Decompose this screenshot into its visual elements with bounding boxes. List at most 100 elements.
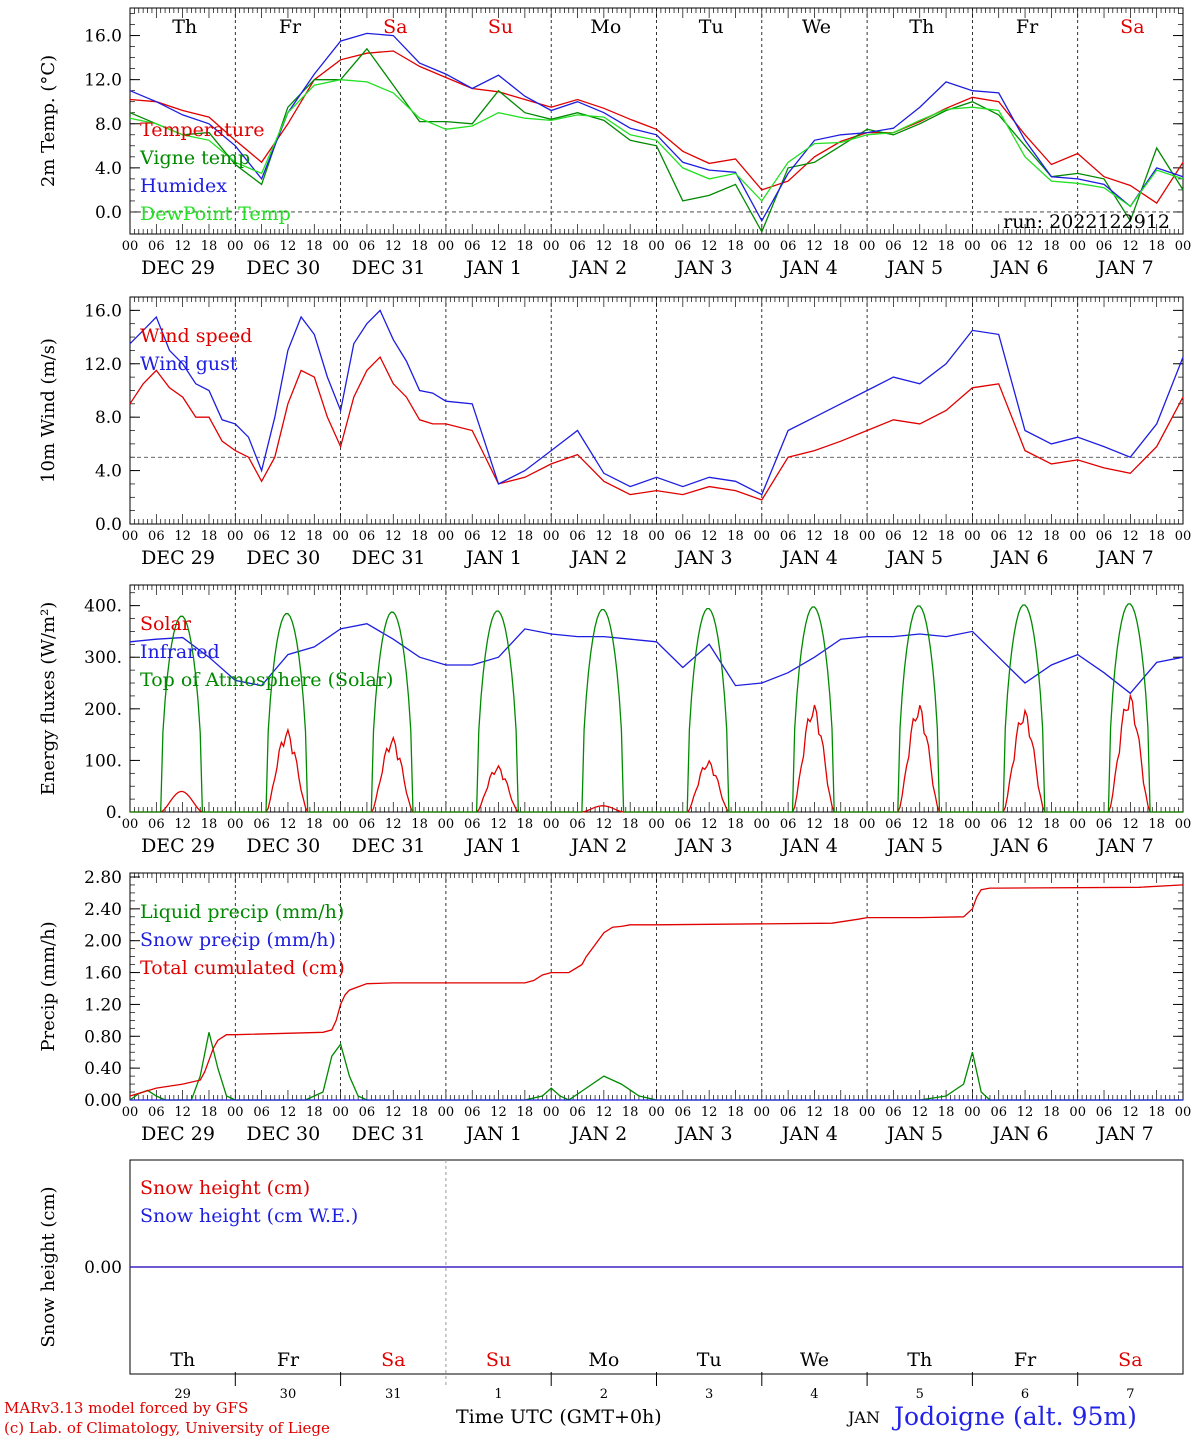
weekday-label: Fr bbox=[1016, 16, 1039, 38]
hour-label: 00 bbox=[227, 239, 244, 254]
series-line-infrared bbox=[129, 623, 1184, 695]
hour-label: 18 bbox=[833, 529, 850, 544]
y-tick-label: 400. bbox=[84, 597, 122, 617]
date-label: JAN 7 bbox=[1096, 835, 1154, 857]
hour-label: 00 bbox=[964, 529, 981, 544]
hour-label: 06 bbox=[675, 1105, 692, 1120]
weekday-label: Sa bbox=[1118, 1349, 1142, 1371]
hour-label: 06 bbox=[253, 817, 270, 832]
y-tick-label: 2.00 bbox=[84, 932, 122, 952]
legend-entry: Snow height (cm) bbox=[140, 1177, 310, 1199]
legend-entry: Vigne temp bbox=[139, 147, 250, 169]
hour-label: 12 bbox=[701, 817, 718, 832]
hour-label: 12 bbox=[911, 1105, 928, 1120]
hour-label: 00 bbox=[1175, 239, 1192, 254]
weekday-label: Th bbox=[170, 1349, 195, 1371]
y-tick-label: 0.00 bbox=[84, 1091, 122, 1111]
hour-label: 18 bbox=[306, 529, 323, 544]
hour-label: 12 bbox=[1122, 239, 1139, 254]
hour-label: 00 bbox=[964, 817, 981, 832]
y-tick-label: 2.40 bbox=[84, 900, 122, 920]
weekday-label: Su bbox=[486, 1349, 511, 1371]
weekday-label: Th bbox=[909, 16, 934, 38]
date-label: JAN 6 bbox=[990, 257, 1048, 279]
y-tick-label: 0. bbox=[106, 803, 122, 823]
hour-label: 18 bbox=[727, 529, 744, 544]
day-number: 30 bbox=[280, 1387, 297, 1402]
hour-label: 00 bbox=[438, 1105, 455, 1120]
hour-label: 06 bbox=[675, 817, 692, 832]
series-line-humidex bbox=[129, 32, 1184, 223]
hour-label: 12 bbox=[385, 529, 402, 544]
date-label: JAN 2 bbox=[569, 547, 627, 569]
date-label: JAN 7 bbox=[1096, 547, 1154, 569]
weekday-label: Sa bbox=[1120, 16, 1144, 38]
hour-label: 00 bbox=[438, 529, 455, 544]
y-tick-label: 300. bbox=[84, 648, 122, 668]
hour-label: 00 bbox=[1175, 529, 1192, 544]
legend-entry: Wind gust bbox=[140, 353, 238, 375]
hour-label: 06 bbox=[464, 1105, 481, 1120]
y-tick-label: 0.40 bbox=[84, 1059, 122, 1079]
hour-label: 12 bbox=[1017, 529, 1034, 544]
date-label: JAN 2 bbox=[569, 835, 627, 857]
hour-label: 00 bbox=[1175, 1105, 1192, 1120]
date-label: JAN 5 bbox=[885, 257, 943, 279]
y-tick-label: 12.0 bbox=[84, 355, 122, 375]
hour-label: 12 bbox=[490, 1105, 507, 1120]
legend-entry: Total cumulated (cm) bbox=[140, 957, 345, 979]
hour-label: 12 bbox=[280, 529, 297, 544]
legend-entry: Wind speed bbox=[140, 325, 252, 347]
date-label: DEC 29 bbox=[141, 547, 215, 569]
hour-label: 00 bbox=[859, 529, 876, 544]
hour-label: 12 bbox=[490, 529, 507, 544]
day-number: 7 bbox=[1126, 1387, 1134, 1402]
y-tick-label: 16.0 bbox=[84, 27, 122, 47]
legend-entry: Humidex bbox=[140, 175, 227, 197]
hour-label: 18 bbox=[622, 817, 639, 832]
hour-label: 00 bbox=[1069, 529, 1086, 544]
y-tick-label: 1.20 bbox=[84, 995, 122, 1015]
date-label: DEC 31 bbox=[352, 835, 426, 857]
hour-label: 18 bbox=[622, 1105, 639, 1120]
hour-label: 00 bbox=[754, 1105, 771, 1120]
date-label: JAN 4 bbox=[780, 835, 838, 857]
hour-label: 00 bbox=[122, 529, 139, 544]
date-label: JAN 5 bbox=[885, 835, 943, 857]
legend-entry: Liquid precip (mm/h) bbox=[140, 901, 344, 923]
legend-entry: DewPoint Temp bbox=[140, 203, 291, 225]
run-label: run: 2022122912 bbox=[1003, 211, 1170, 233]
hour-label: 06 bbox=[464, 817, 481, 832]
hour-label: 06 bbox=[148, 529, 165, 544]
hour-label: 12 bbox=[596, 817, 613, 832]
y-tick-label: 0.0 bbox=[95, 203, 122, 223]
hour-label: 18 bbox=[201, 529, 218, 544]
hour-label: 00 bbox=[1069, 1105, 1086, 1120]
hour-label: 00 bbox=[964, 1105, 981, 1120]
y-axis-label: 2m Temp. (°C) bbox=[38, 55, 59, 187]
date-label: DEC 31 bbox=[352, 547, 426, 569]
hour-label: 06 bbox=[1096, 239, 1113, 254]
hour-label: 00 bbox=[754, 529, 771, 544]
legend-entry: Infrared bbox=[140, 641, 220, 663]
hour-label: 00 bbox=[648, 239, 665, 254]
series-line-temperature bbox=[129, 50, 1184, 205]
hour-label: 00 bbox=[1069, 817, 1086, 832]
hour-label: 06 bbox=[990, 529, 1007, 544]
hour-label: 18 bbox=[306, 817, 323, 832]
hour-label: 00 bbox=[227, 817, 244, 832]
series-line-cumul bbox=[129, 884, 1184, 1097]
hour-label: 06 bbox=[1096, 1105, 1113, 1120]
day-number: 2 bbox=[600, 1387, 608, 1402]
hour-label: 00 bbox=[122, 817, 139, 832]
date-label: JAN 6 bbox=[990, 547, 1048, 569]
hour-label: 00 bbox=[859, 239, 876, 254]
date-label: DEC 29 bbox=[141, 1123, 215, 1145]
hour-label: 00 bbox=[1175, 817, 1192, 832]
hour-label: 06 bbox=[148, 1105, 165, 1120]
hour-label: 18 bbox=[1148, 817, 1165, 832]
hour-label: 12 bbox=[806, 817, 823, 832]
legend-entry: Snow height (cm W.E.) bbox=[140, 1205, 358, 1227]
weekday-label: Sa bbox=[381, 1349, 405, 1371]
day-number: 6 bbox=[1021, 1387, 1029, 1402]
